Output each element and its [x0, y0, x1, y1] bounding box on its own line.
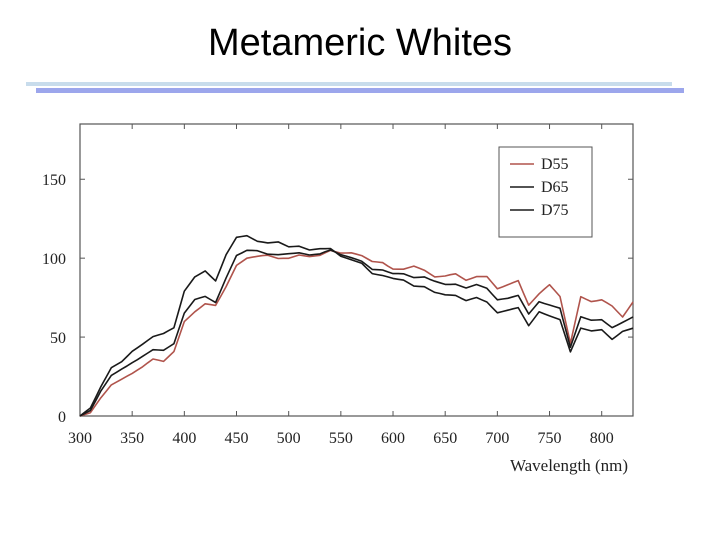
slide-title: Metameric Whites [207, 22, 513, 64]
x-tick-label: 600 [381, 430, 405, 447]
y-tick-label: 50 [50, 330, 66, 347]
x-axis-label: Wavelength (nm) [510, 456, 628, 475]
series-lines [79, 234, 634, 417]
title-underline-blue [36, 88, 684, 93]
axis-ticks: 300 350 400 450 500 550 600 650 700 750 800 0 50 100 1… [42, 124, 633, 447]
x-tick-label: 800 [590, 430, 614, 447]
x-tick-label: 350 [120, 430, 144, 447]
series-line-d65 [79, 249, 634, 417]
legend-label-d65: D65 [541, 179, 569, 196]
x-tick-label: 450 [225, 430, 249, 447]
x-tick-label: 700 [485, 430, 509, 447]
y-tick-label: 150 [42, 172, 66, 189]
legend-label-d75: D75 [541, 202, 569, 219]
series-line-d55 [79, 249, 634, 417]
y-tick-label: 0 [58, 409, 66, 426]
legend-label-d55: D55 [541, 156, 569, 173]
x-tick-label: 750 [538, 430, 562, 447]
legend-box [498, 146, 593, 238]
x-tick-label: 500 [277, 430, 301, 447]
x-tick-label: 550 [329, 430, 353, 447]
plot-frame [79, 123, 634, 417]
legend: D55 D65 D75 [498, 146, 593, 238]
title-underline-light [26, 82, 672, 86]
x-tick-label: 400 [172, 430, 196, 447]
x-tick-label: 650 [433, 430, 457, 447]
y-tick-label: 100 [42, 251, 66, 268]
x-tick-label: 300 [68, 430, 92, 447]
series-line-d75 [79, 234, 634, 417]
